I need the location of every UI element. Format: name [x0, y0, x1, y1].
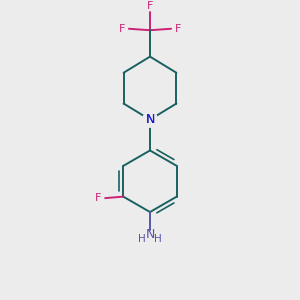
- Text: N: N: [145, 113, 155, 126]
- Text: N: N: [145, 228, 155, 242]
- Text: F: F: [175, 24, 181, 34]
- Text: F: F: [95, 193, 102, 203]
- Text: F: F: [119, 24, 125, 34]
- Circle shape: [143, 112, 157, 127]
- Text: N: N: [145, 113, 155, 126]
- Text: H: H: [154, 234, 162, 244]
- Text: F: F: [147, 1, 153, 11]
- Text: H: H: [138, 234, 146, 244]
- Circle shape: [143, 112, 157, 127]
